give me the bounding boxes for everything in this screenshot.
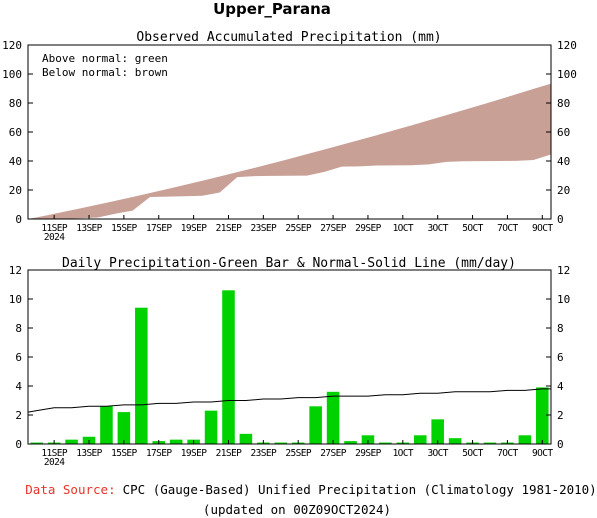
accumulated-ytick-label-left: 0 [15, 213, 22, 226]
daily-ytick-label-left: 12 [9, 264, 22, 277]
accumulated-ytick-label-right: 60 [557, 126, 570, 139]
daily-xtick-label: 5OCT [462, 448, 483, 459]
legend-above-normal: Above normal: green [42, 52, 168, 65]
accumulated-xtick-year: 2024 [44, 232, 65, 243]
daily-ytick-label-right: 4 [557, 380, 564, 393]
daily-precip-bar [169, 439, 183, 444]
accumulated-xtick-label: 3OCT [427, 223, 448, 234]
accumulated-xtick-label: 9OCT [532, 223, 553, 234]
data-source-line: Data Source: CPC (Gauge-Based) Unified Pr… [25, 482, 596, 497]
daily-ytick-label-right: 8 [557, 322, 564, 335]
daily-xtick-label: 9OCT [532, 448, 553, 459]
figure-title: Upper_Parana [213, 0, 331, 18]
accumulated-ytick-label-right: 40 [557, 155, 570, 168]
daily-xtick-label: 1OCT [393, 448, 414, 459]
daily-ytick-label-left: 0 [15, 438, 22, 451]
accumulated-xtick-label: 17SEP [146, 223, 172, 234]
accumulated-ytick-label-left: 60 [9, 126, 22, 139]
accumulated-ytick-label-left: 100 [2, 68, 22, 81]
data-source-text: CPC (Gauge-Based) Unified Precipitation … [123, 482, 597, 497]
accumulated-xtick-label: 15SEP [111, 223, 137, 234]
daily-precip-bar [361, 435, 375, 444]
daily-xtick-label: 7OCT [497, 448, 518, 459]
daily-ytick-label-left: 10 [9, 293, 22, 306]
daily-xtick-label: 15SEP [111, 448, 137, 459]
daily-ytick-label-left: 8 [15, 322, 22, 335]
daily-ytick-label-right: 10 [557, 293, 570, 306]
daily-precip-bar [100, 406, 113, 444]
daily-normal-line [27, 388, 551, 413]
daily-precip-bar [239, 433, 253, 444]
accumulated-plot-area: 0 0 20 20 40 40 60 60 80 80 100 100 120 120 11SEP 13SEP… [2, 39, 577, 243]
daily-precip-bar [413, 435, 427, 444]
accumulated-xtick-label: 23SEP [251, 223, 277, 234]
daily-ytick-label-left: 4 [15, 380, 22, 393]
accumulated-xtick-label: 19SEP [181, 223, 207, 234]
daily-precip-bar [274, 442, 288, 444]
accumulated-xtick-label: 7OCT [497, 223, 518, 234]
daily-xtick-label: 21SEP [216, 448, 242, 459]
accumulated-chart: Observed Accumulated Precipitation (mm) … [2, 30, 577, 243]
accumulated-xtick-label: 29SEP [355, 223, 381, 234]
daily-precip-bar [448, 438, 462, 444]
accumulated-ytick-label-right: 80 [557, 97, 570, 110]
accumulated-ytick-label-right: 0 [557, 213, 564, 226]
daily-xtick-label: 23SEP [251, 448, 277, 459]
daily-ytick-label-left: 2 [15, 409, 22, 422]
daily-precip-bar [326, 391, 340, 444]
daily-chart-title: Daily Precipitation-Green Bar & Normal-S… [62, 256, 516, 271]
daily-plot-area: 0 0 2 2 4 4 6 6 8 8 10 10 12 12 11SEP 13SEP 15SEP 17SEP 19… [9, 264, 571, 468]
daily-precip-bar [309, 406, 322, 444]
daily-xtick-label: 13SEP [76, 448, 102, 459]
daily-xtick-label: 29SEP [355, 448, 381, 459]
daily-precip-bar [431, 419, 444, 444]
daily-xtick-label: 11SEP [41, 448, 67, 459]
daily-ytick-label-right: 2 [557, 409, 564, 422]
accumulated-ytick-label-right: 20 [557, 184, 570, 197]
accumulated-xtick-label: 1OCT [393, 223, 414, 234]
daily-precip-bar [204, 410, 218, 444]
daily-precip-bar [222, 290, 235, 444]
daily-precip-bar [344, 441, 357, 444]
accumulated-ytick-label-right: 120 [557, 39, 577, 52]
daily-precip-bar [117, 412, 131, 444]
daily-precip-bar [65, 439, 78, 444]
accumulated-xtick-label: 25SEP [285, 223, 311, 234]
daily-precip-bar [536, 387, 549, 444]
daily-ytick-label-right: 12 [557, 264, 570, 277]
accumulated-ytick-label-right: 100 [557, 68, 577, 81]
data-source-label: Data Source: [25, 482, 115, 497]
daily-xtick-label: 27SEP [320, 448, 346, 459]
daily-chart: Daily Precipitation-Green Bar & Normal-S… [9, 256, 571, 468]
daily-ytick-label-left: 6 [15, 351, 22, 364]
daily-xtick-year: 2024 [44, 457, 65, 468]
legend-below-normal: Below normal: brown [42, 66, 168, 79]
accumulated-chart-title: Observed Accumulated Precipitation (mm) [136, 30, 441, 45]
daily-precip-bar [379, 442, 392, 444]
accumulated-ytick-label-left: 40 [9, 155, 22, 168]
updated-timestamp: (updated on 00Z09OCT2024) [203, 502, 391, 517]
accumulated-xtick-label: 5OCT [462, 223, 483, 234]
accumulated-xtick-label: 21SEP [216, 223, 242, 234]
accumulated-ytick-label-left: 80 [9, 97, 22, 110]
below-normal-area [28, 83, 551, 219]
daily-precip-bar [483, 442, 497, 444]
accumulated-ytick-label-left: 20 [9, 184, 22, 197]
accumulated-xtick-label: 11SEP [41, 223, 67, 234]
daily-ytick-label-right: 0 [557, 438, 564, 451]
accumulated-xtick-label: 27SEP [320, 223, 346, 234]
daily-ytick-label-right: 6 [557, 351, 564, 364]
daily-precip-bar [30, 442, 43, 444]
daily-precip-bar [518, 435, 532, 444]
daily-xtick-label: 25SEP [285, 448, 311, 459]
daily-xtick-label: 19SEP [181, 448, 207, 459]
accumulated-ytick-label-left: 120 [2, 39, 22, 52]
daily-precip-bar [135, 307, 148, 444]
accumulated-xtick-label: 13SEP [76, 223, 102, 234]
daily-xtick-label: 3OCT [427, 448, 448, 459]
daily-xtick-label: 17SEP [146, 448, 172, 459]
